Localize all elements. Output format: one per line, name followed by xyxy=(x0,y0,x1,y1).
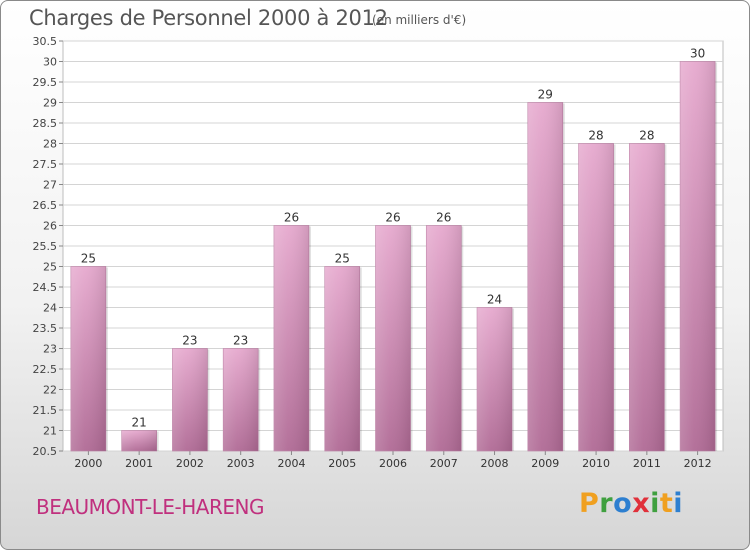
bar-sheen xyxy=(680,61,716,451)
bar-sheen xyxy=(324,266,360,451)
data-label-2001: 21 xyxy=(132,416,147,430)
data-label-2002: 23 xyxy=(182,334,197,348)
data-label-2009: 29 xyxy=(538,88,553,102)
logo-letter: i xyxy=(650,488,660,519)
x-tick-label-2012: 2012 xyxy=(684,457,712,470)
bar-sheen xyxy=(273,225,309,451)
data-label-2007: 26 xyxy=(436,211,451,225)
y-tick-label: 30.5 xyxy=(33,35,58,48)
y-tick-label: 28.5 xyxy=(33,117,58,130)
x-tick-label-2003: 2003 xyxy=(227,457,255,470)
chart-subtitle: (en milliers d'€) xyxy=(372,13,467,27)
y-tick-label: 27.5 xyxy=(33,158,58,171)
x-tick-label-2006: 2006 xyxy=(379,457,407,470)
y-tick-label: 21.5 xyxy=(33,404,58,417)
x-tick-label-2011: 2011 xyxy=(633,457,661,470)
x-tick-label-2007: 2007 xyxy=(430,457,458,470)
bar-sheen xyxy=(527,102,563,451)
x-tick-label-2005: 2005 xyxy=(328,457,356,470)
data-label-2003: 23 xyxy=(233,334,248,348)
x-tick-label-2009: 2009 xyxy=(531,457,559,470)
y-tick-label: 28 xyxy=(43,138,57,151)
city-name: BEAUMONT-LE-HARENG xyxy=(36,495,264,519)
logo-letter: o xyxy=(613,488,633,519)
x-tick-label-2001: 2001 xyxy=(125,457,153,470)
y-tick-label: 21 xyxy=(43,425,57,438)
bar-sheen xyxy=(375,225,411,451)
x-tick-label-2008: 2008 xyxy=(481,457,509,470)
y-tick-label: 29.5 xyxy=(33,76,58,89)
y-tick-label: 23 xyxy=(43,343,57,356)
data-label-2005: 25 xyxy=(335,252,350,266)
y-tick-label: 25 xyxy=(43,261,57,274)
y-tick-label: 23.5 xyxy=(33,322,58,335)
data-label-2006: 26 xyxy=(385,211,400,225)
y-tick-label: 22.5 xyxy=(33,363,58,376)
bar-sheen xyxy=(426,225,462,451)
logo-letter: t xyxy=(659,488,674,519)
data-label-2008: 24 xyxy=(487,293,502,307)
x-tick-label-2002: 2002 xyxy=(176,457,204,470)
data-label-2010: 28 xyxy=(588,129,603,143)
y-tick-label: 24.5 xyxy=(33,281,58,294)
logo-letter: r xyxy=(599,488,614,519)
logo-letter: i xyxy=(673,488,684,519)
y-tick-label: 26 xyxy=(43,220,57,233)
data-label-2004: 26 xyxy=(284,211,299,225)
bar-sheen xyxy=(121,430,157,451)
x-tick-label-2004: 2004 xyxy=(277,457,305,470)
logo-letter: P xyxy=(579,488,600,519)
data-label-2011: 28 xyxy=(639,129,654,143)
y-tick-label: 22 xyxy=(43,384,57,397)
y-tick-label: 24 xyxy=(43,302,57,315)
chart-title: Charges de Personnel 2000 à 2012 xyxy=(29,6,388,30)
bar-sheen xyxy=(629,143,665,451)
y-tick-label: 29 xyxy=(43,97,57,110)
data-label-2000: 25 xyxy=(81,252,96,266)
y-tick-label: 25.5 xyxy=(33,240,58,253)
y-tick-label: 20.5 xyxy=(33,445,58,458)
bar-sheen xyxy=(223,348,259,451)
x-tick-label-2010: 2010 xyxy=(582,457,610,470)
bar-sheen xyxy=(477,307,513,451)
y-tick-label: 27 xyxy=(43,179,57,192)
logo-letter: x xyxy=(632,488,651,519)
bar-sheen xyxy=(70,266,106,451)
y-tick-label: 26.5 xyxy=(33,199,58,212)
data-label-2012: 30 xyxy=(690,47,705,61)
bar-sheen xyxy=(172,348,208,451)
bar-sheen xyxy=(578,143,614,451)
proxiti-logo[interactable]: Proxiti xyxy=(579,488,683,519)
y-tick-label: 30 xyxy=(43,56,57,69)
x-tick-label-2000: 2000 xyxy=(74,457,102,470)
